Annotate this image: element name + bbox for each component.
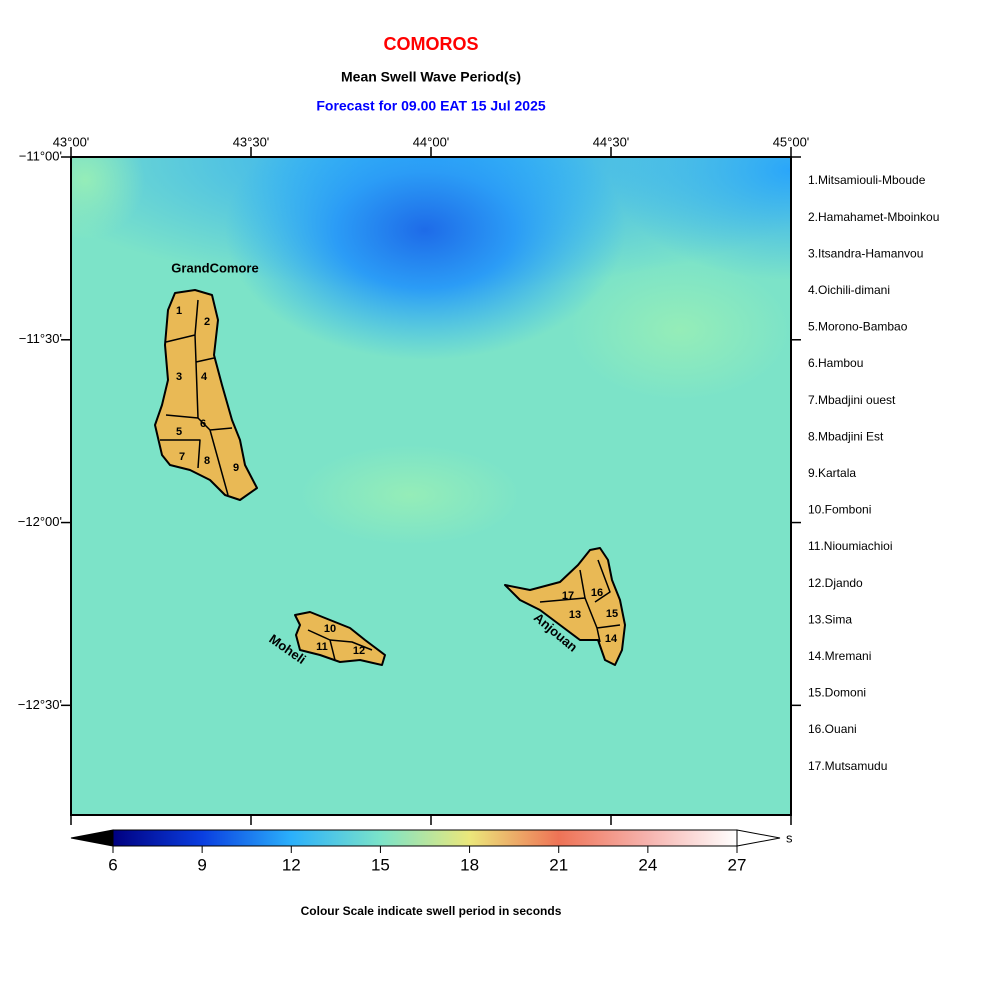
region-number: 13: [569, 609, 581, 621]
region-legend-entry: 10.Fomboni: [808, 503, 871, 517]
colorbar-caption: Colour Scale indicate swell period in se…: [301, 904, 562, 918]
colorbar-tick-label: 15: [371, 855, 390, 874]
island-grandcomore: [154, 289, 258, 501]
colorbar: [112, 829, 738, 847]
colorbar-tick-label: 6: [108, 855, 117, 874]
x-tick-label: 44°00': [413, 134, 450, 149]
region-number: 16: [591, 587, 603, 599]
region-legend-entry: 3.Itsandra-Hamanvou: [808, 246, 923, 260]
x-tick-label: 45°00': [773, 134, 810, 149]
y-tick-label: −11°00': [19, 148, 62, 163]
region-legend-entry: 5.Morono-Bambao: [808, 320, 908, 334]
island-anjouan: [504, 547, 626, 666]
region-number: 5: [176, 426, 182, 438]
region-number: 10: [324, 623, 336, 635]
colorbar-over: [736, 829, 781, 847]
region-legend-entry: 11.Nioumiachioi: [808, 539, 893, 553]
region-legend-entry: 16.Ouani: [808, 722, 857, 736]
colorbar-tick-label: 18: [460, 855, 479, 874]
region-legend-entry: 12.Djando: [808, 576, 863, 590]
region-number: 4: [201, 371, 208, 383]
region-legend-entry: 4.Oichili-dimani: [808, 283, 890, 297]
colorbar-under: [70, 829, 114, 847]
region-number: 11: [316, 641, 328, 653]
region-legend-entry: 9.Kartala: [808, 466, 856, 480]
region-number: 1: [176, 305, 182, 317]
region-legend-entry: 17.Mutsamudu: [808, 759, 887, 773]
colorbar-unit: s: [786, 830, 793, 845]
region-legend-entry: 2.Hamahamet-Mboinkou: [808, 210, 939, 224]
colorbar-tick-label: 12: [282, 855, 301, 874]
island-moheli: [294, 611, 386, 666]
subtitle: Mean Swell Wave Period(s): [341, 69, 521, 85]
y-tick-label: −12°00': [18, 514, 62, 529]
region-number: 12: [353, 645, 365, 657]
region-number: 15: [606, 608, 618, 620]
region-number: 8: [204, 455, 210, 467]
colorbar-tick-label: 9: [197, 855, 206, 874]
region-legend-entry: 14.Mremani: [808, 649, 871, 663]
region-borders: [160, 299, 621, 661]
region-number: 3: [176, 371, 182, 383]
title: COMOROS: [383, 34, 478, 54]
y-tick-label: −11°30': [19, 331, 62, 346]
colorbar-tick-label: 27: [728, 855, 747, 874]
islands: [154, 289, 626, 666]
region-legend-entry: 13.Sima: [808, 612, 852, 626]
forecast: Forecast for 09.00 EAT 15 Jul 2025: [316, 98, 546, 114]
region-legend-entry: 1.Mitsamiouli-Mboude: [808, 173, 926, 187]
island-name: GrandComore: [171, 260, 258, 275]
region-number: 9: [233, 462, 239, 474]
region-number: 7: [179, 451, 185, 463]
colorbar-tick-label: 21: [549, 855, 568, 874]
colorbar-tick-label: 24: [638, 855, 657, 874]
region-number: 17: [562, 590, 574, 602]
y-tick-label: −12°30': [18, 697, 62, 712]
region-number: 14: [605, 633, 618, 645]
wave-field: [71, 157, 791, 815]
region-legend-entry: 6.Hambou: [808, 356, 863, 370]
x-tick-label: 44°30': [593, 134, 630, 149]
region-legend-entry: 8.Mbadjini Est: [808, 429, 884, 443]
region-number: 2: [204, 316, 210, 328]
x-tick-label: 43°30': [233, 134, 270, 149]
x-tick-label: 43°00': [53, 134, 90, 149]
region-legend-entry: 7.Mbadjini ouest: [808, 393, 896, 407]
region-number: 6: [200, 418, 206, 430]
region-legend-entry: 15.Domoni: [808, 686, 866, 700]
